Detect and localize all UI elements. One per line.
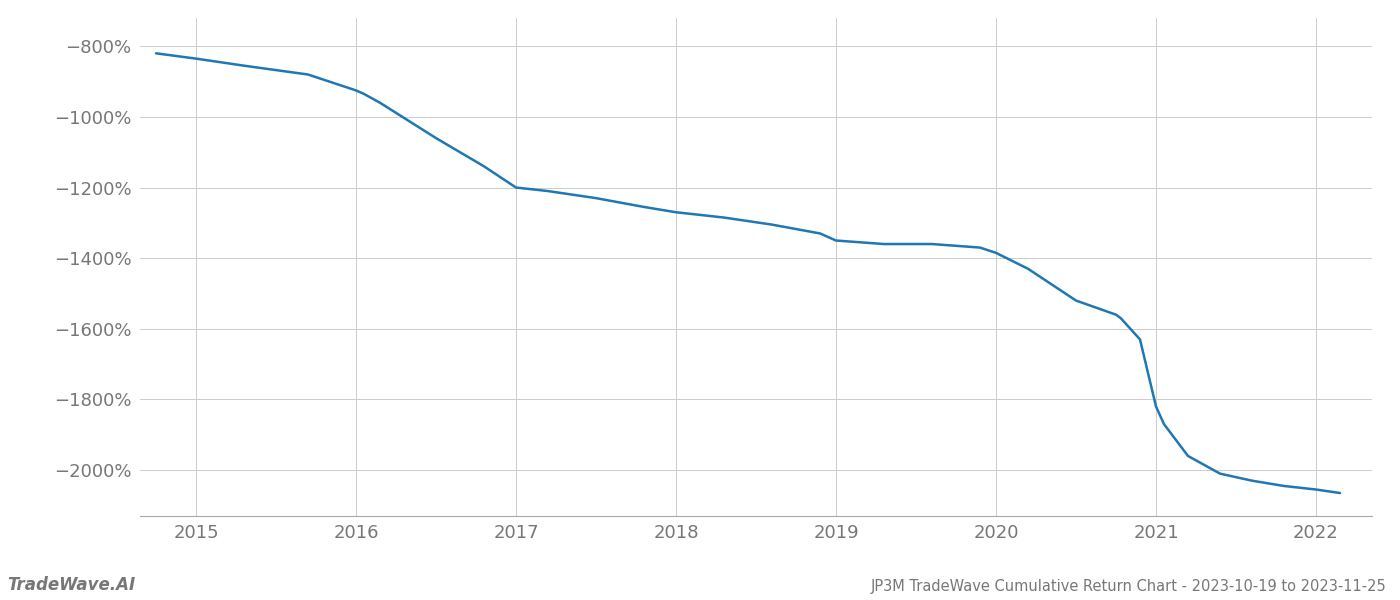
Text: TradeWave.AI: TradeWave.AI [7,576,136,594]
Text: JP3M TradeWave Cumulative Return Chart - 2023-10-19 to 2023-11-25: JP3M TradeWave Cumulative Return Chart -… [871,579,1386,594]
